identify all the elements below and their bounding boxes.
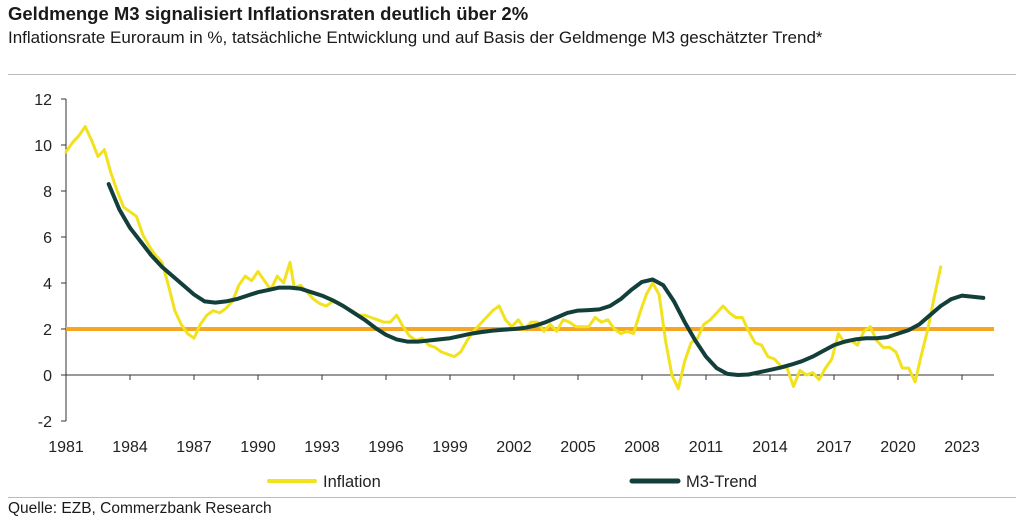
- chart-canvas: 12 10 8 6 4 2 0 -2 1981 1984 1987 1990 1993 1996 1999…: [34, 92, 994, 491]
- y-tick-label: 4: [43, 276, 52, 293]
- y-tick-label: 12: [34, 92, 52, 109]
- y-tick-label: 0: [43, 368, 52, 385]
- x-tick-label: 2008: [624, 439, 660, 456]
- y-tick-label: 6: [43, 230, 52, 247]
- x-tick-label: 2005: [560, 439, 596, 456]
- x-tick-label: 1999: [432, 439, 468, 456]
- legend-label: M3-Trend: [686, 473, 757, 491]
- x-tick-label: 1981: [48, 439, 84, 456]
- m3-trend-line: [106, 182, 986, 377]
- chart-subtitle: Inflationsrate Euroraum in %, tatsächlic…: [8, 28, 823, 47]
- x-tick-label: 2020: [880, 439, 916, 456]
- x-tick-label: 1996: [368, 439, 404, 456]
- y-axis: 12 10 8 6 4 2 0 -2: [34, 92, 67, 431]
- y-tick-label: 10: [34, 138, 52, 155]
- footer-divider: [8, 497, 1016, 498]
- y-tick-label: -2: [38, 414, 52, 431]
- inflation-line: [64, 125, 943, 391]
- x-tick-label: 1987: [176, 439, 212, 456]
- x-axis: 1981 1984 1987 1990 1993 1996 1999 2002 2005 2008…: [48, 374, 994, 456]
- x-tick-label: 2017: [816, 439, 852, 456]
- x-tick-label: 1993: [304, 439, 340, 456]
- x-tick-label: 1990: [240, 439, 276, 456]
- legend: Inflation M3-Trend: [267, 473, 757, 491]
- x-tick-label: 2002: [496, 439, 532, 456]
- x-tick-label: 2014: [752, 439, 788, 456]
- header-divider: [8, 74, 1016, 75]
- legend-label: Inflation: [323, 473, 381, 491]
- x-tick-label: 2023: [944, 439, 980, 456]
- x-tick-label: 2011: [689, 439, 724, 456]
- source-note: Quelle: EZB, Commerzbank Research: [8, 500, 272, 517]
- y-tick-label: 8: [43, 184, 52, 201]
- chart-title: Geldmenge M3 signalisiert Inflationsrate…: [8, 3, 529, 24]
- x-tick-label: 1984: [112, 439, 148, 456]
- y-tick-label: 2: [43, 322, 52, 339]
